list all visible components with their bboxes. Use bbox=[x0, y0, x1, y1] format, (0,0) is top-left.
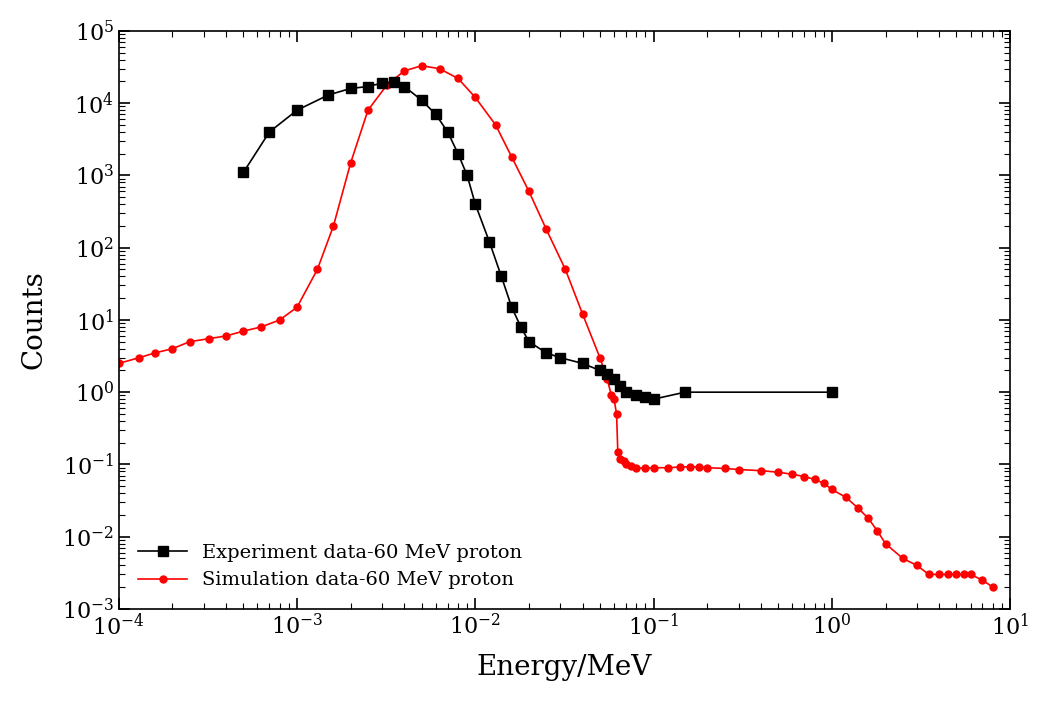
Experiment data-60 MeV proton bbox=[452, 150, 464, 158]
Experiment data-60 MeV proton bbox=[614, 383, 627, 391]
Experiment data-60 MeV proton bbox=[264, 128, 276, 136]
Simulation data-60 MeV proton bbox=[416, 62, 428, 70]
Experiment data-60 MeV proton bbox=[322, 91, 335, 99]
Experiment data-60 MeV proton bbox=[593, 366, 606, 375]
Simulation data-60 MeV proton bbox=[976, 576, 989, 584]
Experiment data-60 MeV proton bbox=[639, 393, 652, 402]
Experiment data-60 MeV proton bbox=[398, 82, 411, 91]
Experiment data-60 MeV proton bbox=[608, 376, 621, 384]
Experiment data-60 MeV proton bbox=[429, 110, 442, 119]
Experiment data-60 MeV proton bbox=[540, 349, 552, 357]
Experiment data-60 MeV proton bbox=[469, 200, 482, 208]
Experiment data-60 MeV proton bbox=[647, 395, 659, 404]
Simulation data-60 MeV proton bbox=[662, 463, 674, 472]
Experiment data-60 MeV proton bbox=[376, 79, 388, 87]
Experiment data-60 MeV proton bbox=[237, 168, 250, 177]
Experiment data-60 MeV proton bbox=[630, 391, 643, 399]
Line: Simulation data-60 MeV proton: Simulation data-60 MeV proton bbox=[116, 62, 996, 590]
Experiment data-60 MeV proton bbox=[514, 323, 527, 331]
Experiment data-60 MeV proton bbox=[523, 338, 536, 346]
Experiment data-60 MeV proton bbox=[291, 106, 303, 114]
Experiment data-60 MeV proton bbox=[601, 369, 613, 378]
Experiment data-60 MeV proton bbox=[461, 171, 474, 180]
Simulation data-60 MeV proton bbox=[523, 187, 536, 196]
Experiment data-60 MeV proton bbox=[483, 238, 496, 246]
Simulation data-60 MeV proton bbox=[112, 359, 125, 368]
Experiment data-60 MeV proton bbox=[361, 82, 374, 91]
Experiment data-60 MeV proton bbox=[620, 388, 632, 397]
Experiment data-60 MeV proton bbox=[495, 272, 507, 281]
Experiment data-60 MeV proton bbox=[416, 96, 428, 105]
Experiment data-60 MeV proton bbox=[678, 388, 691, 397]
Experiment data-60 MeV proton bbox=[554, 354, 567, 362]
Legend: Experiment data-60 MeV proton, Simulation data-60 MeV proton: Experiment data-60 MeV proton, Simulatio… bbox=[128, 534, 532, 600]
Experiment data-60 MeV proton bbox=[441, 128, 454, 136]
Experiment data-60 MeV proton bbox=[387, 78, 400, 86]
Experiment data-60 MeV proton bbox=[505, 303, 518, 312]
Experiment data-60 MeV proton bbox=[825, 388, 838, 397]
Line: Experiment data-60 MeV proton: Experiment data-60 MeV proton bbox=[238, 77, 837, 404]
Experiment data-60 MeV proton bbox=[576, 359, 589, 368]
Experiment data-60 MeV proton bbox=[344, 84, 357, 93]
Simulation data-60 MeV proton bbox=[344, 159, 357, 167]
X-axis label: Energy/MeV: Energy/MeV bbox=[477, 654, 652, 681]
Simulation data-60 MeV proton bbox=[203, 334, 215, 343]
Simulation data-60 MeV proton bbox=[987, 583, 1000, 591]
Simulation data-60 MeV proton bbox=[540, 225, 552, 234]
Y-axis label: Counts: Counts bbox=[21, 270, 48, 369]
